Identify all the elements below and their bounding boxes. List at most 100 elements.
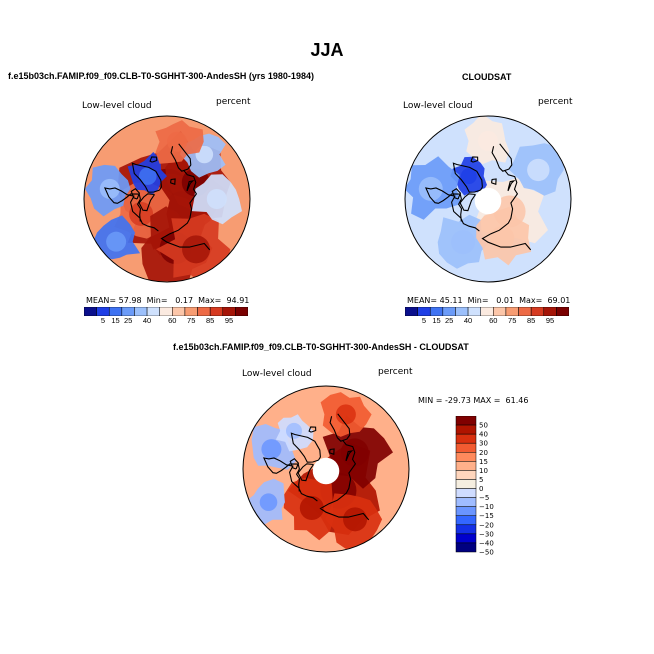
coastline	[459, 193, 476, 212]
panel2-left-label: Low-level cloud	[403, 101, 473, 111]
field-core	[451, 230, 476, 255]
colorbar-swatch	[455, 442, 477, 453]
colorbar-tick-label: 30	[479, 440, 488, 448]
panel1-colorbar: 5 15 25 40 60 75 85 95	[84, 307, 248, 329]
colorbar-tick-label: 60	[168, 316, 177, 325]
colorbar-swatch	[455, 470, 477, 480]
coastline	[451, 187, 462, 200]
colorbar-tick-label: 5	[421, 316, 427, 325]
field-core	[478, 130, 498, 151]
colorbar-swatch	[184, 307, 198, 316]
colorbar-swatch	[543, 307, 557, 316]
panel2-map	[404, 115, 572, 283]
colorbar-swatch	[96, 307, 110, 316]
colorbar-swatch	[134, 307, 148, 316]
colorbar-tick-label: −30	[479, 530, 494, 538]
colorbar-tick-label: 75	[508, 316, 517, 325]
colorbar-tick-label: 15	[111, 316, 120, 325]
panel1-max: 94.91	[226, 296, 250, 305]
coastline	[160, 169, 211, 251]
panel2-min-label: Min=	[467, 296, 489, 305]
colorbar-tick-label: −50	[479, 549, 494, 557]
coastline	[262, 457, 318, 502]
colorbar-swatch	[172, 307, 186, 316]
field-core	[335, 404, 356, 425]
colorbar-swatch	[455, 424, 477, 435]
coastline	[297, 463, 314, 482]
colorbar-swatch	[480, 307, 494, 316]
colorbar-swatch	[455, 307, 469, 316]
panel2-min: 0.01	[496, 296, 515, 305]
panel1-max-label: Max=	[198, 296, 222, 305]
colorbar-swatch	[417, 307, 431, 316]
coastline	[452, 162, 483, 193]
colorbar-tick-label: 5	[479, 476, 483, 484]
panel1-map	[83, 115, 251, 283]
colorbar-swatch	[505, 307, 519, 316]
panel2-title: CLOUDSAT	[462, 72, 512, 82]
panel2-colorbar: 5 15 25 40 60 75 85 95	[405, 307, 569, 329]
colorbar-swatch	[455, 433, 477, 444]
panel2-mean-label: MEAN=	[407, 296, 438, 305]
panel3-left-label: Low-level cloud	[242, 369, 312, 379]
missing-data-hole	[312, 457, 340, 485]
coastline	[130, 187, 141, 200]
field-core	[182, 235, 211, 264]
panel1-stats: MEAN= 57.98 Min= 0.17 Max= 94.91	[86, 296, 249, 305]
coastline	[138, 193, 155, 212]
colorbar-tick-label: 20	[479, 449, 488, 457]
colorbar-swatch	[455, 488, 477, 498]
colorbar-swatch	[84, 307, 97, 316]
panel2-max-label: Max=	[519, 296, 543, 305]
colorbar-tick-label: 95	[224, 316, 234, 325]
colorbar-tick-label: 75	[187, 316, 196, 325]
colorbar-tick-label: 50	[479, 422, 488, 430]
panel1-title: f.e15b03ch.FAMIP.f09_f09.CLB-T0-SGHHT-30…	[8, 71, 314, 81]
panel3-title: f.e15b03ch.FAMIP.f09_f09.CLB-T0-SGHHT-30…	[173, 342, 469, 352]
colorbar-tick-label: 40	[142, 316, 152, 325]
panel2-stats: MEAN= 45.11 Min= 0.01 Max= 69.01	[407, 296, 570, 305]
panel2-mean: 45.11	[439, 296, 463, 305]
colorbar-swatch	[405, 307, 418, 316]
colorbar-tick-label: −20	[479, 521, 494, 529]
missing-data-hole	[474, 187, 502, 215]
field-core	[167, 131, 188, 152]
colorbar-tick-label: 25	[123, 316, 133, 325]
colorbar-swatch	[442, 307, 456, 316]
colorbar-swatch	[159, 307, 173, 316]
colorbar-swatch	[518, 307, 532, 316]
colorbar-tick-label: 40	[463, 316, 473, 325]
panel3-stats: MIN = -29.73 MAX = 61.46	[418, 396, 529, 405]
colorbar-swatch	[556, 307, 569, 316]
coastline	[424, 187, 480, 232]
colorbar-tick-label: 85	[526, 316, 536, 325]
map-border	[404, 115, 572, 283]
field-core	[460, 168, 477, 185]
colorbar-swatch	[455, 452, 477, 462]
colorbar-swatch	[455, 416, 477, 426]
coastline	[328, 448, 335, 456]
colorbar-tick-label: 10	[479, 467, 488, 475]
panel2-max: 69.01	[547, 296, 571, 305]
colorbar-swatch	[121, 307, 135, 316]
field-core	[343, 507, 368, 532]
colorbar-swatch	[222, 307, 236, 316]
colorbar-swatch	[467, 307, 481, 316]
field-core	[261, 439, 282, 460]
field-core	[106, 231, 127, 252]
panel3-right-label: percent	[378, 367, 413, 377]
coastline	[490, 178, 497, 186]
coastline	[103, 187, 159, 232]
colorbar-swatch	[530, 307, 545, 316]
panel1-mean-label: MEAN=	[86, 296, 117, 305]
coastline	[308, 426, 317, 433]
field-core	[259, 493, 278, 511]
colorbar-tick-label: 95	[545, 316, 555, 325]
colorbar-swatches	[405, 307, 569, 316]
coastline	[290, 432, 321, 463]
panel1-min-label: Min=	[146, 296, 168, 305]
colorbar-swatch	[455, 515, 477, 526]
colorbar-tick-label: 0	[479, 485, 483, 493]
field-core	[138, 167, 157, 185]
